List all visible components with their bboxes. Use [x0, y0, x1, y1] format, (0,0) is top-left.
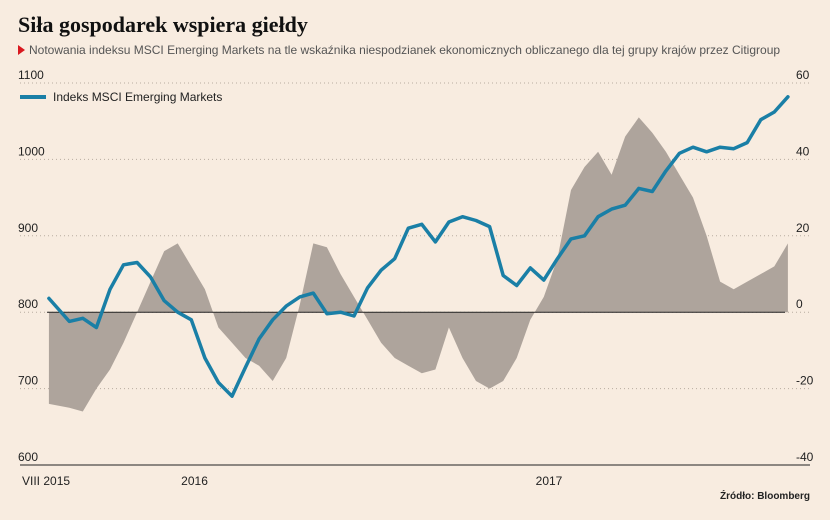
y-left-tick-label: 1000: [18, 144, 45, 158]
y-left-tick-label: 600: [18, 450, 38, 464]
chart-subtitle: Notowania indeksu MSCI Emerging Markets …: [18, 43, 780, 57]
y-right-tick-label: 20: [796, 221, 810, 235]
chart-title: Siła gospodarek wspiera giełdy: [18, 12, 308, 37]
y-right-tick-label: -20: [796, 374, 814, 388]
y-left-tick-label: 1100: [18, 68, 44, 82]
y-right-tick-label: 40: [796, 144, 810, 158]
y-right-tick-label: 60: [796, 68, 810, 82]
chart-subtitle-text: Notowania indeksu MSCI Emerging Markets …: [29, 43, 781, 57]
y-left-tick-label: 700: [18, 374, 38, 388]
msci-em-index-line: [47, 95, 790, 398]
legend-label: Indeks MSCI Emerging Markets: [53, 90, 222, 104]
y-right-tick-label: 0: [796, 297, 803, 311]
bullet-triangle-icon: [18, 45, 25, 55]
y-right-tick-label: -40: [796, 450, 814, 464]
x-tick-label: VIII 2015: [22, 474, 70, 488]
x-tick-label: 2016: [181, 474, 208, 488]
surprise-index-area: [48, 117, 788, 412]
y-left-tick-label: 900: [18, 221, 38, 235]
source-label: Źródło: Bloomberg: [720, 491, 810, 502]
x-tick-label: 2017: [536, 474, 563, 488]
y-left-tick-label: 800: [18, 297, 38, 311]
